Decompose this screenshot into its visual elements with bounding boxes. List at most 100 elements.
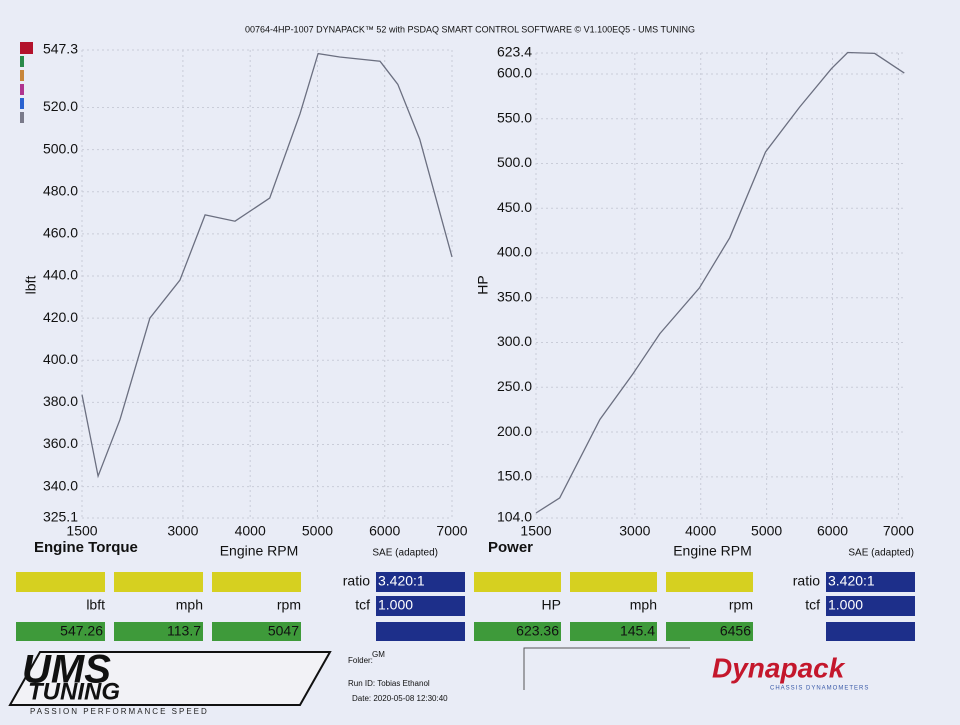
y-tick-label: 500.0 — [43, 140, 78, 156]
ratio-box — [376, 572, 465, 592]
tcf-label: tcf — [805, 597, 820, 613]
y-tick-label: 360.0 — [43, 435, 78, 451]
logo-box — [8, 651, 332, 706]
footer: Folder: GM Run ID: Tobias Ethanol Date: … — [8, 647, 868, 716]
ratio-value: 3.420:1 — [378, 573, 425, 589]
y-axis-label: lbft — [23, 276, 39, 295]
swatch — [20, 84, 24, 95]
x-tick-label: 7000 — [436, 523, 467, 539]
x-tick-label: 1500 — [520, 523, 551, 539]
folder: GM — [372, 650, 385, 659]
x-tick-label: 4000 — [235, 523, 266, 539]
label-box — [212, 572, 301, 592]
y-tick-label: 400.0 — [43, 351, 78, 367]
ratio-label: ratio — [793, 573, 820, 589]
label-box — [474, 572, 561, 592]
frame — [523, 647, 690, 690]
y-tick-label: 480.0 — [43, 182, 78, 198]
tcf-box — [376, 596, 465, 616]
y-tick-label: 623.4 — [497, 44, 532, 60]
note: SAE (adapted) — [372, 548, 438, 559]
readout-value: 145.4 — [620, 623, 655, 639]
date: Date: 2020-05-08 12:30:40 — [352, 694, 448, 703]
brand: Dynapack — [712, 652, 846, 683]
chart-title: Engine Torque — [34, 539, 138, 556]
tcf-value: 1.000 — [378, 597, 413, 613]
run-id: Run ID: Tobias Ethanol — [348, 679, 430, 688]
y-tick-label: 547.3 — [43, 41, 78, 57]
x-tick-label: 5000 — [751, 523, 782, 539]
readout-value: 547.26 — [60, 623, 103, 639]
value-box — [114, 622, 203, 641]
data-line — [81, 52, 453, 479]
x-tick-label: 3000 — [167, 523, 198, 539]
x-tick-label: 1500 — [66, 523, 97, 539]
label-box — [114, 572, 203, 592]
y-tick-label: 104.0 — [497, 509, 532, 525]
x-tick-label: 4000 — [685, 523, 716, 539]
readout-label: mph — [630, 597, 657, 613]
value-box — [16, 622, 105, 641]
y-tick-label: 400.0 — [497, 244, 532, 260]
value-box — [474, 622, 561, 641]
y-tick-label: 325.1 — [43, 509, 78, 525]
swatch — [20, 112, 24, 123]
readout-label: lbft — [86, 597, 105, 613]
x-tick-label: 5000 — [302, 523, 333, 539]
empty-box — [826, 622, 915, 641]
tcf-box — [826, 596, 915, 616]
label-box — [666, 572, 753, 592]
y-tick-label: 340.0 — [43, 477, 78, 493]
label-box — [16, 572, 105, 592]
readout-value: 623.36 — [516, 623, 559, 639]
swatch — [20, 56, 24, 67]
tcf-label: tcf — [355, 597, 370, 613]
x-tick-label: 6000 — [817, 523, 848, 539]
y-tick-label: 460.0 — [43, 225, 78, 241]
readout-label: rpm — [277, 597, 301, 613]
y-tick-label: 250.0 — [497, 378, 532, 394]
label-box — [570, 572, 657, 592]
tcf-value: 1.000 — [828, 597, 863, 613]
readout-value: 113.7 — [167, 623, 201, 639]
folder-label: Folder: — [348, 656, 373, 665]
x-tick-label: 3000 — [619, 523, 650, 539]
readout-value: 5047 — [268, 623, 299, 639]
y-tick-label: 300.0 — [497, 333, 532, 349]
swatch — [20, 42, 33, 54]
header: 00764-4HP-1007 DYNAPACK™ 52 with PSDAQ S… — [245, 24, 695, 34]
x-axis-label: Engine RPM — [673, 543, 752, 559]
y-tick-label: 200.0 — [497, 423, 532, 439]
logo: UMS — [22, 648, 111, 692]
ratio-value: 3.420:1 — [828, 573, 875, 589]
y-tick-label: 420.0 — [43, 309, 78, 325]
y-tick-label: 450.0 — [497, 199, 532, 215]
readout-label: mph — [176, 597, 203, 613]
logo-sub: TUNING — [28, 678, 120, 705]
empty-box — [376, 622, 465, 641]
x-tick-label: 6000 — [369, 523, 400, 539]
readout-label: rpm — [729, 597, 753, 613]
readout-label: HP — [542, 597, 561, 613]
readout-value: 6456 — [720, 623, 751, 639]
y-tick-label: 500.0 — [497, 154, 532, 170]
x-tick-label: 7000 — [883, 523, 914, 539]
x-axis-label: Engine RPM — [220, 543, 299, 559]
y-tick-label: 550.0 — [497, 109, 532, 125]
legend-swatches — [20, 42, 33, 123]
tagline: PASSION PERFORMANCE SPEED — [30, 707, 209, 716]
y-tick-label: 150.0 — [497, 468, 532, 484]
value-box — [212, 622, 301, 641]
swatch — [20, 70, 24, 81]
y-tick-label: 520.0 — [43, 98, 78, 114]
data-line — [535, 51, 905, 514]
y-tick-label: 440.0 — [43, 267, 78, 283]
note: SAE (adapted) — [848, 548, 914, 559]
value-box — [666, 622, 753, 641]
y-axis-label: HP — [475, 275, 491, 294]
ratio-box — [826, 572, 915, 592]
y-tick-label: 350.0 — [497, 288, 532, 304]
y-tick-label: 380.0 — [43, 393, 78, 409]
